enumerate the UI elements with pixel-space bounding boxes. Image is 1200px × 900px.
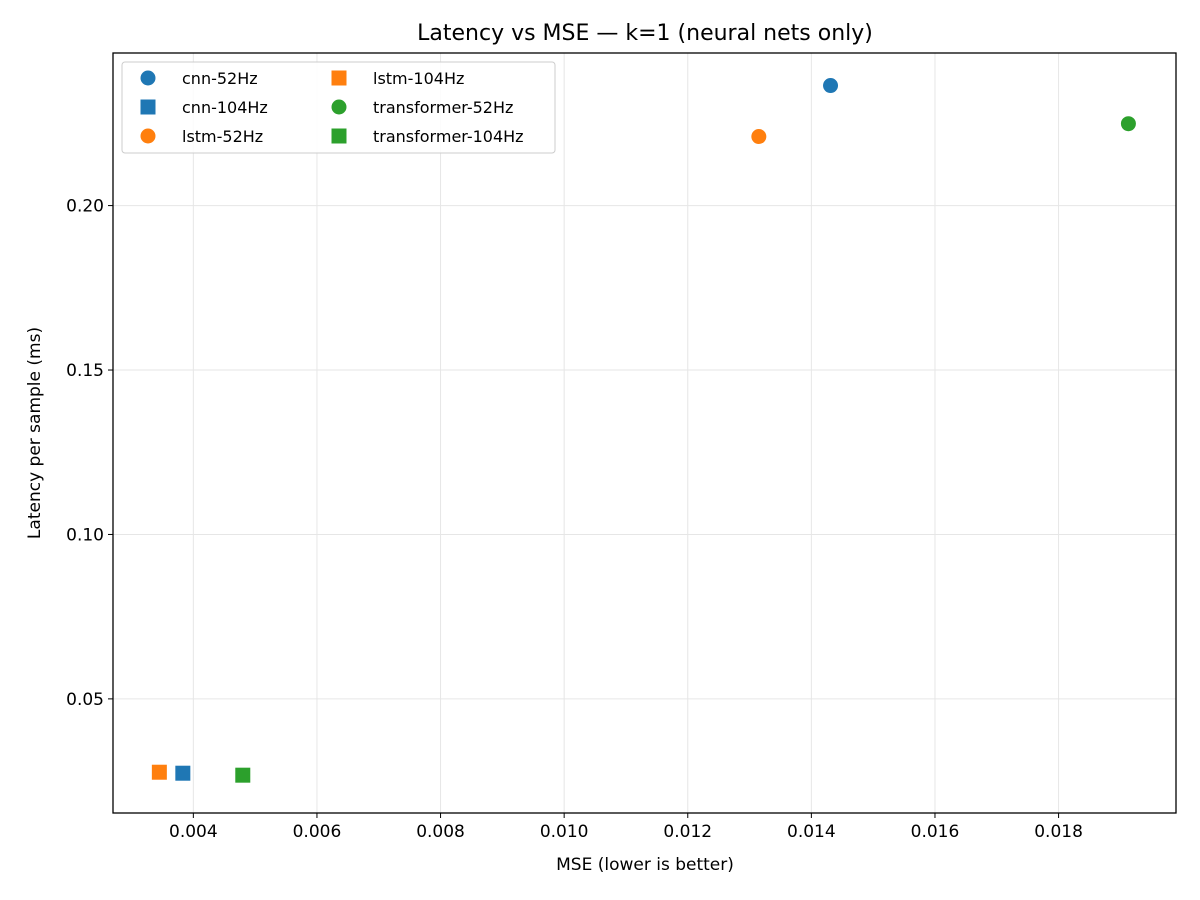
x-tick-label: 0.010 [540, 822, 589, 842]
x-tick-label: 0.016 [911, 822, 960, 842]
y-axis-label: Latency per sample (ms) [25, 327, 45, 539]
x-tick-label: 0.008 [416, 822, 465, 842]
x-tick-label: 0.004 [169, 822, 218, 842]
plot-frame [112, 52, 1177, 814]
legend-marker [140, 70, 156, 86]
legend-marker [140, 99, 156, 115]
y-tick-label: 0.15 [66, 361, 104, 381]
chart-title: Latency vs MSE — k=1 (neural nets only) [417, 21, 873, 46]
y-tick-label: 0.05 [66, 690, 104, 710]
data-point-cnn-104hz [175, 765, 191, 781]
x-axis-label: MSE (lower is better) [556, 855, 734, 875]
data-points [151, 78, 1136, 783]
legend-label: lstm-104Hz [373, 69, 464, 88]
x-tick-label: 0.014 [787, 822, 836, 842]
legend-label: transformer-104Hz [373, 127, 524, 146]
data-point-cnn-52hz [823, 78, 839, 94]
data-point-lstm-52hz [751, 129, 767, 145]
grid [113, 53, 1176, 813]
data-point-lstm-104hz [151, 764, 167, 780]
legend-marker [331, 99, 347, 115]
legend-label: cnn-104Hz [182, 98, 268, 117]
legend-label: transformer-52Hz [373, 98, 513, 117]
legend-label: lstm-52Hz [182, 127, 263, 146]
legend-marker [140, 128, 156, 144]
legend: cnn-52Hz cnn-104Hz lstm-52Hz lstm-104Hz tran… [121, 61, 556, 154]
x-tick-label: 0.018 [1034, 822, 1083, 842]
legend-marker [331, 128, 347, 144]
y-tick-label: 0.10 [66, 525, 104, 545]
data-point-transformer-104hz [235, 767, 251, 783]
axis-ticks: 0.004 0.006 0.008 0.010 0.012 0.014 0.016 0.018… [66, 197, 1083, 842]
data-point-transformer-52hz [1120, 116, 1136, 132]
legend-label: cnn-52Hz [182, 69, 258, 88]
y-tick-label: 0.20 [66, 197, 104, 217]
x-tick-label: 0.012 [663, 822, 712, 842]
x-tick-label: 0.006 [293, 822, 342, 842]
legend-marker [331, 70, 347, 86]
